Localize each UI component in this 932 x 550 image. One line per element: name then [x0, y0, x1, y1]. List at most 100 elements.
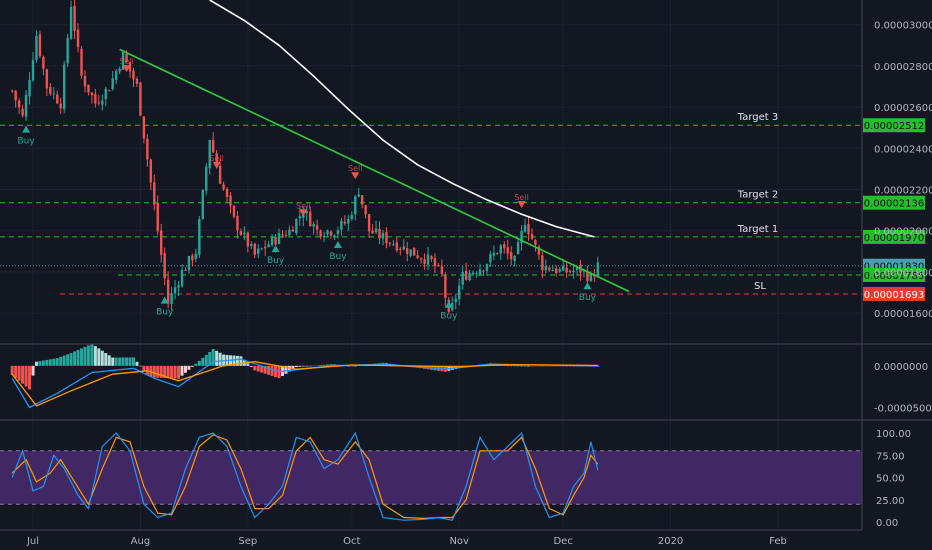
macd-histogram-bar: [274, 365, 278, 378]
macd-histogram-bar: [596, 365, 600, 367]
candle-body: [194, 253, 198, 259]
candle-body: [76, 29, 80, 48]
candle-body: [180, 269, 184, 287]
macd-histogram-bar: [291, 365, 295, 370]
macd-histogram-bar: [287, 365, 291, 372]
macd-histogram-bar: [48, 359, 52, 366]
trendline: [119, 48, 630, 293]
macd-histogram-bar: [211, 349, 215, 366]
buy-marker-label: Buy: [440, 312, 458, 322]
candle-body: [451, 302, 454, 311]
level-name: SL: [754, 281, 766, 292]
macd-histogram-bar: [177, 365, 181, 379]
candle-body: [94, 93, 97, 104]
candle-body: [399, 248, 402, 250]
candle-body: [229, 195, 232, 206]
macd-histogram-bar: [166, 365, 170, 379]
time-tick-label: Dec: [553, 536, 572, 547]
macd-histogram-bar: [34, 361, 38, 366]
candle-body: [437, 264, 440, 266]
candle-body: [461, 271, 464, 285]
candle-body: [523, 225, 527, 232]
macd-histogram-bar: [537, 365, 541, 367]
candle-body: [326, 230, 329, 235]
price-tick-label: 0.00001600: [874, 309, 932, 320]
candle-body: [73, 5, 76, 31]
macd-histogram-bar: [173, 365, 177, 379]
candle-body: [118, 68, 121, 72]
candle-body: [336, 230, 340, 235]
candle-body: [257, 248, 260, 254]
candle-body: [444, 274, 447, 298]
candle-body: [430, 256, 433, 260]
macd-histogram-bar: [190, 365, 194, 367]
macd-histogram-bar: [83, 346, 87, 366]
candle-body: [62, 64, 66, 110]
candle-body: [135, 78, 139, 84]
candle-body: [205, 166, 208, 191]
macd-histogram-bar: [62, 355, 66, 366]
candle-body: [121, 52, 125, 70]
sell-marker-label: Sell: [296, 201, 310, 210]
macd-histogram-bar: [131, 357, 135, 366]
macd-histogram-bar: [527, 365, 531, 367]
macd-histogram-bar: [38, 361, 42, 366]
candle-body: [42, 56, 45, 69]
macd-histogram-bar: [187, 365, 191, 370]
macd-histogram-bar: [312, 365, 316, 367]
stochastic-pane: 100.00 75.00 50.00 25.00 0.00: [0, 429, 911, 529]
candle-body: [395, 242, 399, 251]
candle-body: [270, 236, 274, 246]
candle-body: [329, 231, 333, 236]
macd-histogram-bar: [201, 357, 205, 366]
candle-body: [454, 298, 457, 303]
buy-marker: [333, 241, 342, 249]
moving-average-line: [209, 0, 595, 238]
price-tick-label: 0.00001800: [874, 268, 932, 279]
macd-histogram-bar: [90, 343, 94, 366]
macd-histogram-bar: [156, 365, 160, 378]
candle-body: [14, 90, 17, 101]
price-tick-label: 0.00002000: [874, 227, 932, 238]
candle-body: [66, 37, 69, 64]
level-value-bg: [863, 267, 925, 282]
macd-histogram-bar: [55, 358, 59, 366]
macd-histogram-bar: [516, 365, 520, 367]
candle-body: [333, 235, 336, 237]
candle-body: [11, 90, 14, 92]
candle-body: [516, 242, 520, 255]
stochastic-tick-label: 25.00: [876, 496, 905, 507]
candle-body: [177, 285, 180, 288]
candle-body: [35, 35, 38, 61]
candle-body: [163, 252, 166, 279]
macd-histogram-bar: [513, 365, 517, 367]
macd-histogram-bar: [301, 365, 305, 367]
candle-body: [260, 248, 263, 250]
candle-body: [509, 252, 513, 260]
macd-histogram-bar: [135, 361, 139, 366]
candle-body: [322, 236, 326, 238]
candle-body: [315, 225, 319, 230]
candle-body: [419, 258, 423, 260]
macd-histogram-bar: [298, 365, 302, 367]
price-tick-label: 0.00002600: [874, 103, 932, 114]
macd-histogram-bar: [565, 365, 569, 367]
time-tick-label: 2020: [658, 536, 683, 547]
buy-marker-label: Buy: [579, 293, 597, 303]
macd-histogram-bar: [86, 345, 90, 366]
price-tick-label: 0.00003000: [874, 21, 932, 32]
candle-body: [250, 244, 253, 247]
level-value-label: 0.00001830: [864, 262, 924, 273]
macd-histogram-bar: [80, 348, 84, 366]
level-value-label: 0.00002136: [864, 199, 924, 210]
buy-marker-label: Buy: [17, 137, 35, 147]
macd-histogram-bar: [215, 350, 219, 366]
candle-body: [274, 236, 277, 245]
candle-body: [291, 229, 295, 232]
candle-body: [492, 253, 496, 256]
stochastic-tick-label: 100.00: [876, 429, 911, 440]
candle-body: [374, 228, 378, 233]
macd-histogram-bar: [142, 365, 146, 371]
macd-histogram-bar: [551, 365, 555, 367]
